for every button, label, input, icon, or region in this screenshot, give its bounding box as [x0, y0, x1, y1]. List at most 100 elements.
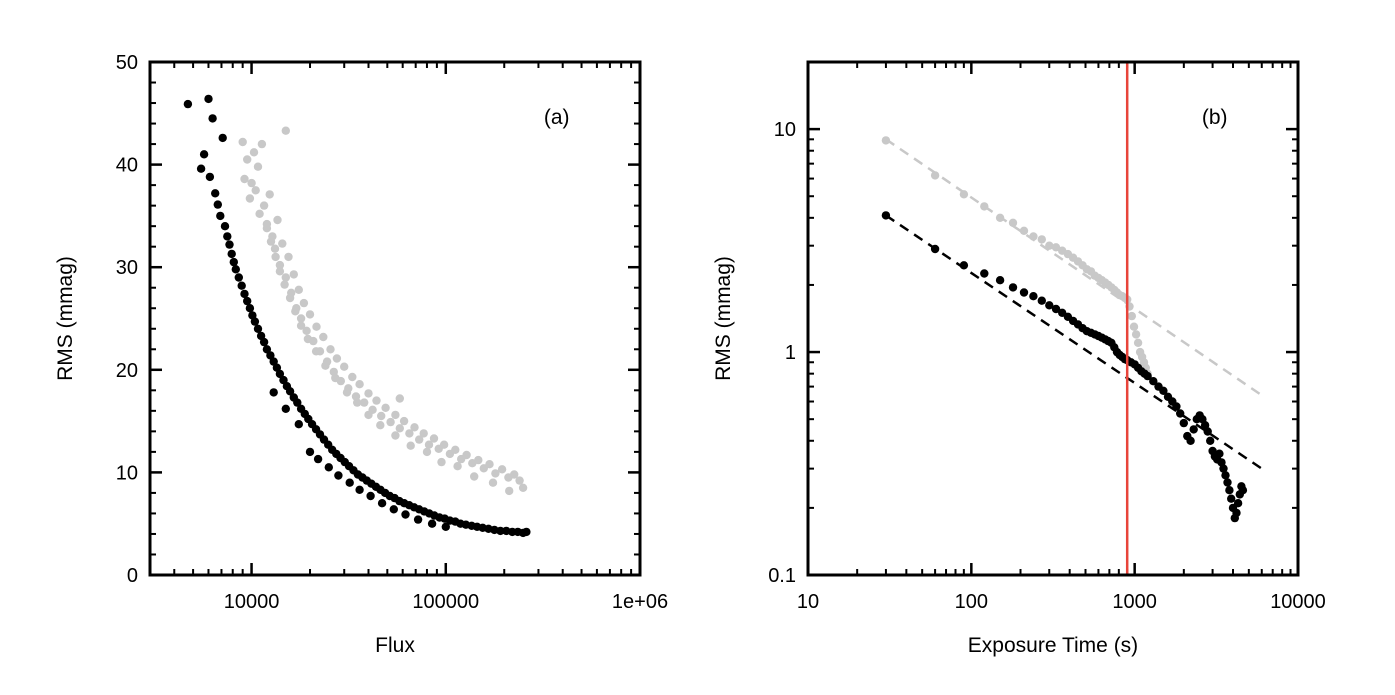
x-tick-label: 100000 — [412, 591, 479, 613]
data-point — [250, 317, 260, 326]
data-point — [266, 351, 275, 360]
data-point — [491, 469, 500, 478]
y-axis-label: RMS (mmag) — [712, 256, 735, 381]
x-tick-label: 10 — [797, 591, 819, 613]
data-point — [345, 478, 354, 487]
data-point — [399, 416, 409, 426]
data-point — [360, 398, 369, 407]
data-point — [319, 332, 328, 342]
data-point — [930, 244, 940, 254]
data-point — [1215, 449, 1224, 458]
data-point — [281, 404, 290, 413]
data-point — [391, 431, 400, 440]
data-point — [419, 429, 428, 438]
data-point — [243, 155, 252, 164]
data-point — [488, 478, 498, 487]
data-point — [211, 189, 220, 198]
data-point — [247, 178, 256, 188]
data-point — [237, 281, 246, 290]
data-point — [1203, 427, 1212, 436]
panel-b: 10 100 1000 10000 0.1 1 10 (b) Exposure Time (s)… — [712, 60, 1326, 657]
panel-a: 10000 100000 1e+06 0 10 20 30 40 50 (a) Flux RMS (m… — [54, 52, 668, 657]
data-point — [1029, 232, 1038, 241]
data-point — [1051, 304, 1061, 314]
data-point — [1200, 421, 1210, 430]
data-point — [515, 476, 524, 485]
data-point — [275, 260, 285, 270]
data-point — [218, 133, 227, 143]
data-point — [1227, 494, 1236, 503]
data-point — [377, 499, 387, 508]
x-tick-label: 1e+06 — [612, 591, 668, 613]
y-tick-label: 20 — [116, 360, 138, 382]
data-point — [497, 465, 507, 474]
data-point — [269, 388, 278, 397]
plot-area — [881, 62, 1263, 575]
data-point — [280, 280, 289, 289]
data-point — [437, 457, 446, 467]
fit-line — [885, 214, 1263, 470]
data-point — [881, 211, 891, 220]
series-0 — [238, 126, 528, 496]
data-point — [451, 445, 460, 454]
data-point — [1233, 499, 1243, 508]
data-point — [381, 403, 390, 412]
data-point — [205, 172, 215, 182]
data-point — [284, 252, 293, 262]
y-tick-label: 0.1 — [768, 565, 796, 587]
data-point — [293, 398, 302, 407]
data-point — [279, 375, 288, 385]
data-point — [366, 491, 375, 501]
data-point — [240, 174, 249, 184]
data-point — [1127, 311, 1137, 321]
panel-label: (a) — [544, 106, 570, 129]
data-point — [406, 441, 415, 450]
data-point — [208, 114, 217, 123]
data-point — [522, 527, 531, 537]
data-point — [364, 410, 373, 420]
x-tick-label: 10000 — [1270, 591, 1326, 613]
data-point — [253, 162, 263, 171]
data-point — [355, 485, 364, 494]
y-axis-label: RMS (mmag) — [54, 256, 77, 381]
data-point — [1019, 288, 1029, 297]
y-tick-label: 30 — [116, 257, 138, 279]
data-point — [496, 526, 505, 536]
data-point — [353, 398, 362, 407]
data-point — [340, 362, 349, 371]
data-point — [364, 389, 373, 398]
plot-area — [183, 94, 531, 538]
data-point — [334, 471, 343, 480]
data-point — [429, 434, 439, 443]
data-point — [199, 150, 209, 159]
y-tick-label: 10 — [774, 119, 796, 141]
data-point — [259, 337, 269, 347]
data-point — [196, 164, 206, 173]
data-point — [518, 483, 528, 492]
data-point — [249, 148, 259, 157]
data-point — [959, 261, 969, 270]
data-point — [1045, 241, 1054, 250]
x-axis-label: Exposure Time (s) — [968, 634, 1138, 657]
data-point — [183, 99, 193, 109]
data-point — [291, 307, 300, 316]
data-point — [980, 269, 989, 278]
data-point — [395, 394, 404, 403]
data-point — [240, 289, 249, 299]
data-point — [377, 411, 386, 421]
data-point — [243, 296, 252, 306]
data-point — [342, 388, 352, 397]
data-point — [462, 450, 471, 460]
data-point — [395, 424, 404, 433]
data-point — [1143, 371, 1152, 381]
data-point — [410, 423, 419, 432]
data-point — [1029, 292, 1038, 301]
data-point — [253, 324, 263, 333]
plot-frame — [148, 60, 642, 577]
data-point — [1186, 436, 1195, 445]
data-point — [470, 472, 479, 481]
data-point — [1189, 425, 1198, 434]
series-1 — [183, 94, 531, 538]
data-point — [305, 310, 315, 319]
data-point — [881, 136, 891, 145]
